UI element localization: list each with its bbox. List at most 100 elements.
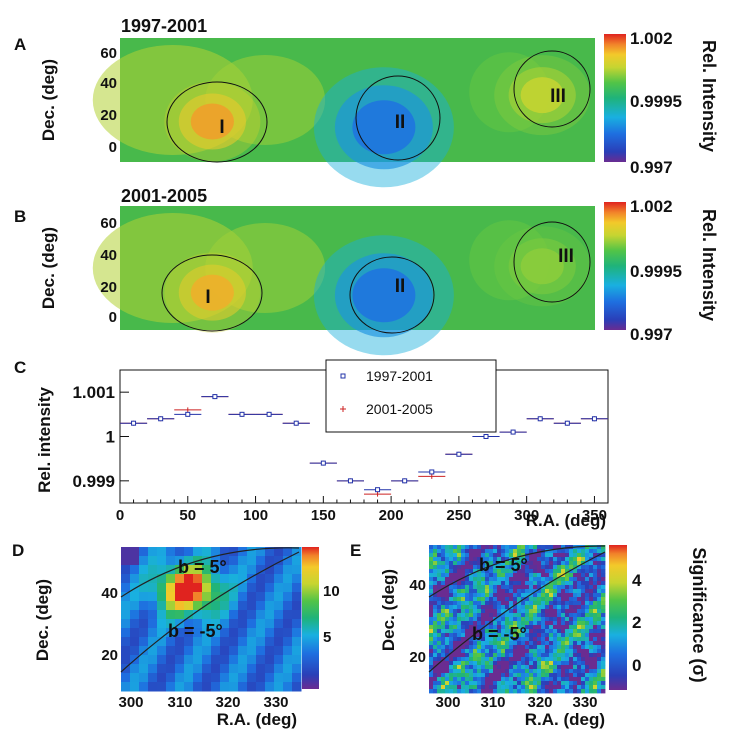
noise-pixel [557, 573, 562, 578]
data-point-1997-2001 [158, 416, 164, 422]
noise-pixel [553, 565, 558, 570]
noise-pixel [469, 621, 474, 626]
noise-pixel [501, 581, 506, 586]
heat-pixel [184, 646, 194, 656]
y-tick-label: 1 [106, 428, 115, 447]
noise-pixel [493, 561, 498, 566]
noise-pixel [493, 657, 498, 662]
heat-pixel [283, 592, 293, 602]
noise-pixel [489, 613, 494, 618]
noise-pixel [485, 613, 490, 618]
noise-pixel [593, 545, 598, 550]
noise-pixel [557, 621, 562, 626]
noise-pixel [581, 649, 586, 654]
noise-pixel [497, 689, 502, 694]
heat-pixel [175, 682, 185, 692]
noise-pixel [445, 673, 450, 678]
noise-pixel [477, 625, 482, 630]
noise-pixel [461, 677, 466, 682]
noise-pixel [493, 549, 498, 554]
noise-pixel [553, 545, 558, 550]
heat-pixel [157, 592, 167, 602]
noise-pixel [505, 593, 510, 598]
region-ii-intensity [352, 100, 416, 155]
noise-pixel [601, 637, 606, 642]
noise-pixel [429, 653, 434, 658]
noise-pixel [581, 565, 586, 570]
noise-pixel [481, 633, 486, 638]
noise-pixel [501, 585, 506, 590]
noise-pixel [553, 625, 558, 630]
noise-pixel [509, 565, 514, 570]
noise-pixel [533, 637, 538, 642]
colorbar-e-label: Significance (σ) [689, 547, 709, 682]
noise-pixel [553, 645, 558, 650]
noise-pixel [461, 573, 466, 578]
heat-pixel [184, 664, 194, 674]
noise-pixel [589, 589, 594, 594]
heat-pixel [274, 565, 284, 575]
noise-pixel [521, 589, 526, 594]
heat-pixel [166, 664, 176, 674]
noise-pixel [505, 629, 510, 634]
noise-pixel [525, 577, 530, 582]
noise-pixel [561, 673, 566, 678]
noise-pixel [585, 653, 590, 658]
y-tick-label: 1.001 [72, 383, 115, 402]
noise-pixel [601, 653, 606, 658]
noise-pixel [549, 545, 554, 550]
heat-pixel [247, 592, 257, 602]
heat-pixel [166, 547, 176, 557]
noise-pixel [433, 553, 438, 558]
noise-pixel [437, 545, 442, 550]
heat-pixel [292, 673, 302, 683]
heat-pixel [256, 619, 266, 629]
noise-pixel [505, 553, 510, 558]
noise-pixel [437, 621, 442, 626]
noise-pixel [477, 657, 482, 662]
noise-pixel [465, 689, 470, 694]
heat-pixel [193, 673, 203, 683]
heat-pixel [265, 664, 275, 674]
noise-pixel [525, 589, 530, 594]
noise-pixel [513, 641, 518, 646]
noise-pixel [477, 605, 482, 610]
noise-pixel [593, 633, 598, 638]
noise-pixel [561, 585, 566, 590]
heat-pixel [193, 601, 203, 611]
heat-pixel [166, 619, 176, 629]
noise-pixel [477, 669, 482, 674]
heat-pixel [265, 574, 275, 584]
noise-pixel [437, 637, 442, 642]
noise-pixel [593, 665, 598, 670]
noise-pixel [581, 577, 586, 582]
noise-pixel [533, 621, 538, 626]
noise-pixel [533, 625, 538, 630]
heat-pixel [193, 619, 203, 629]
noise-pixel [429, 553, 434, 558]
noise-pixel [561, 609, 566, 614]
noise-pixel [541, 565, 546, 570]
noise-pixel [529, 657, 534, 662]
noise-pixel [557, 569, 562, 574]
heat-pixel [247, 547, 257, 557]
panel-e: E b = 5° b = -5° Dec. (deg) 40 20 300 31… [350, 541, 709, 729]
noise-pixel [529, 665, 534, 670]
noise-pixel [493, 605, 498, 610]
noise-pixel [569, 601, 574, 606]
noise-pixel [581, 613, 586, 618]
noise-pixel [445, 629, 450, 634]
noise-pixel [601, 657, 606, 662]
noise-pixel [565, 645, 570, 650]
noise-pixel [433, 613, 438, 618]
noise-pixel [473, 669, 478, 674]
noise-pixel [493, 673, 498, 678]
region-iii-outline [513, 50, 591, 128]
noise-pixel [505, 685, 510, 690]
noise-pixel [553, 677, 558, 682]
noise-pixel [513, 613, 518, 618]
noise-pixel [529, 681, 534, 686]
noise-pixel [473, 641, 478, 646]
heat-pixel [157, 646, 167, 656]
region-i-outline [166, 81, 268, 163]
